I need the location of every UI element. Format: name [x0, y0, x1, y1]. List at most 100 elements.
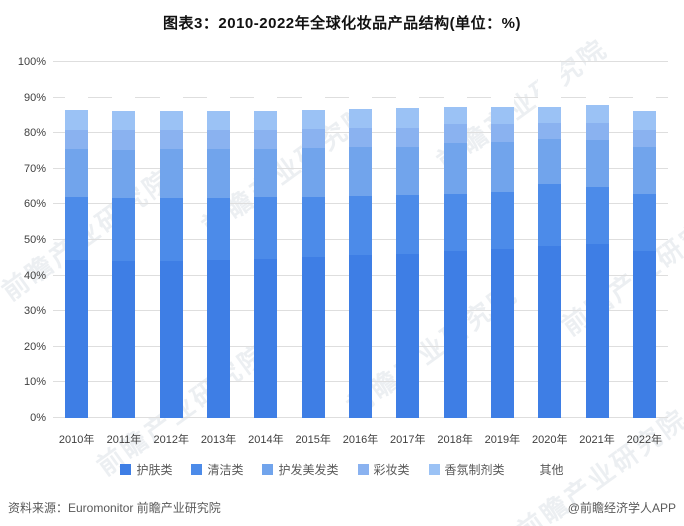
- bar-segment-香氛制剂类: [254, 110, 278, 130]
- y-axis-tick-label: 50%: [23, 234, 46, 246]
- bar-segment-护肤类: [632, 251, 656, 418]
- legend-swatch: [428, 464, 440, 475]
- bar-segment-香氛制剂类: [112, 111, 136, 131]
- bar-segment-护肤类: [585, 244, 609, 418]
- legend-label: 护发美发类: [278, 463, 339, 477]
- x-axis: 2010年 2011年 2012年 2013年 2014年 2015年 2016年 2017年…: [53, 431, 668, 447]
- bar-segment-清洁类: [159, 198, 183, 261]
- x-axis-tick-label: 2016年: [342, 434, 379, 446]
- legend-swatch: [357, 464, 369, 475]
- bar-segment-香氛制剂类: [349, 109, 372, 129]
- bar-segment-护发美发类: [585, 140, 609, 188]
- bar-segment-护发美发类: [159, 149, 183, 198]
- bar-segment-香氛制剂类: [207, 110, 231, 130]
- bar-segment-清洁类: [632, 194, 656, 252]
- bar-segment-香氛制剂类: [65, 110, 89, 130]
- bar-segment-护发美发类: [254, 148, 278, 198]
- bar-segment-护发美发类: [443, 143, 467, 194]
- bar-segment-护肤类: [443, 251, 467, 418]
- bar-segment-其他: [207, 62, 231, 111]
- legend-item: 护肤类: [120, 461, 172, 478]
- bar-segment-护肤类: [254, 258, 278, 418]
- legend-label: 其他: [539, 463, 564, 477]
- x-axis-tick-label: 2018年: [437, 434, 473, 446]
- y-axis-tick-label: 70%: [23, 162, 46, 175]
- bar-segment-彩妆类: [159, 130, 183, 150]
- legend-item: 彩妆类: [357, 461, 410, 478]
- x-axis-tick-label: 2017年: [390, 434, 426, 446]
- x-axis-tick-label: 2021年: [579, 434, 615, 446]
- stacked-bar: [349, 62, 372, 418]
- bar-segment-护发美发类: [538, 138, 562, 184]
- bar-segment-护肤类: [65, 259, 89, 418]
- legend-item: 香氛制剂类: [428, 461, 505, 478]
- legend-label: 护肤类: [136, 463, 173, 477]
- legend-label: 彩妆类: [373, 463, 410, 477]
- x-axis-tick-label: 2012年: [153, 434, 189, 446]
- gridline: [53, 61, 668, 62]
- bar-segment-其他: [585, 62, 609, 106]
- x-axis-tick-label: 2020年: [531, 434, 568, 446]
- bar-segment-清洁类: [301, 196, 325, 258]
- legend-swatch: [262, 464, 274, 475]
- bar-segment-护肤类: [159, 260, 183, 418]
- bar-segment-彩妆类: [632, 129, 656, 148]
- stacked-bar: [443, 62, 467, 418]
- y-axis: 0% 10% 20% 30% 40% 50% 60% 70% 80% 90% 100%: [0, 56, 46, 424]
- bar-segment-其他: [396, 62, 420, 109]
- bar-segment-护发美发类: [112, 149, 136, 198]
- stacked-bar: [207, 62, 231, 418]
- bar-segment-护发美发类: [207, 149, 231, 198]
- plot-area: [53, 61, 668, 418]
- x-axis-tick-label: 2014年: [248, 434, 284, 446]
- chart-title: 图表3：2010-2022年全球化妆品产品结构(单位：%): [163, 15, 521, 32]
- source-text: 资料来源：Euromonitor 前瞻产业研究院: [8, 501, 221, 515]
- bar-segment-清洁类: [443, 193, 467, 252]
- legend-label: 清洁类: [207, 463, 244, 477]
- bar-segment-护肤类: [490, 249, 514, 418]
- stacked-bar: [254, 62, 278, 418]
- legend-item: 护发美发类: [262, 461, 339, 478]
- stacked-bar: [538, 62, 562, 418]
- bar-segment-彩妆类: [65, 129, 89, 150]
- bar-segment-清洁类: [112, 198, 136, 261]
- x-axis-tick-label: 2019年: [484, 434, 521, 446]
- legend: 护肤类 清洁类 护发美发类 彩妆类 香氛制剂类 其他: [0, 461, 684, 478]
- bar-segment-其他: [490, 62, 514, 108]
- bar-segment-香氛制剂类: [490, 107, 514, 124]
- x-axis-tick-label: 2022年: [626, 434, 663, 446]
- bar-segment-其他: [349, 62, 372, 109]
- legend-label: 香氛制剂类: [444, 463, 505, 477]
- bar-segment-香氛制剂类: [538, 107, 562, 124]
- bar-segment-彩妆类: [443, 123, 467, 144]
- bar-segment-香氛制剂类: [159, 110, 183, 130]
- bar-segment-护发美发类: [301, 148, 325, 197]
- legend-swatch: [523, 464, 535, 475]
- bar-segment-其他: [301, 62, 325, 111]
- y-axis-tick-label: 0%: [30, 412, 46, 424]
- bar-segment-彩妆类: [112, 130, 136, 150]
- legend-swatch: [191, 464, 203, 475]
- stacked-bar: [301, 62, 325, 418]
- bar-segment-清洁类: [65, 197, 89, 260]
- stacked-bar: [585, 62, 609, 418]
- stacked-bar: [490, 62, 514, 418]
- bar-segment-清洁类: [207, 198, 231, 260]
- bar-segment-护肤类: [301, 257, 325, 418]
- x-axis-tick-label: 2010年: [58, 434, 95, 446]
- bar-segment-香氛制剂类: [632, 111, 656, 130]
- bar-segment-护肤类: [112, 260, 136, 418]
- bar-segment-护发美发类: [65, 149, 89, 198]
- y-axis-tick-label: 30%: [23, 305, 46, 318]
- bar-segment-护发美发类: [349, 147, 372, 196]
- y-axis-tick-label: 100%: [17, 56, 46, 68]
- bar-segment-彩妆类: [490, 123, 514, 143]
- bar-segment-护肤类: [207, 259, 231, 418]
- bar-segment-彩妆类: [254, 129, 278, 149]
- bar-segment-其他: [538, 62, 562, 108]
- stacked-bar: [632, 62, 656, 418]
- bar-segment-其他: [112, 62, 136, 112]
- bar-segment-其他: [254, 62, 278, 111]
- stacked-bar: [159, 62, 183, 418]
